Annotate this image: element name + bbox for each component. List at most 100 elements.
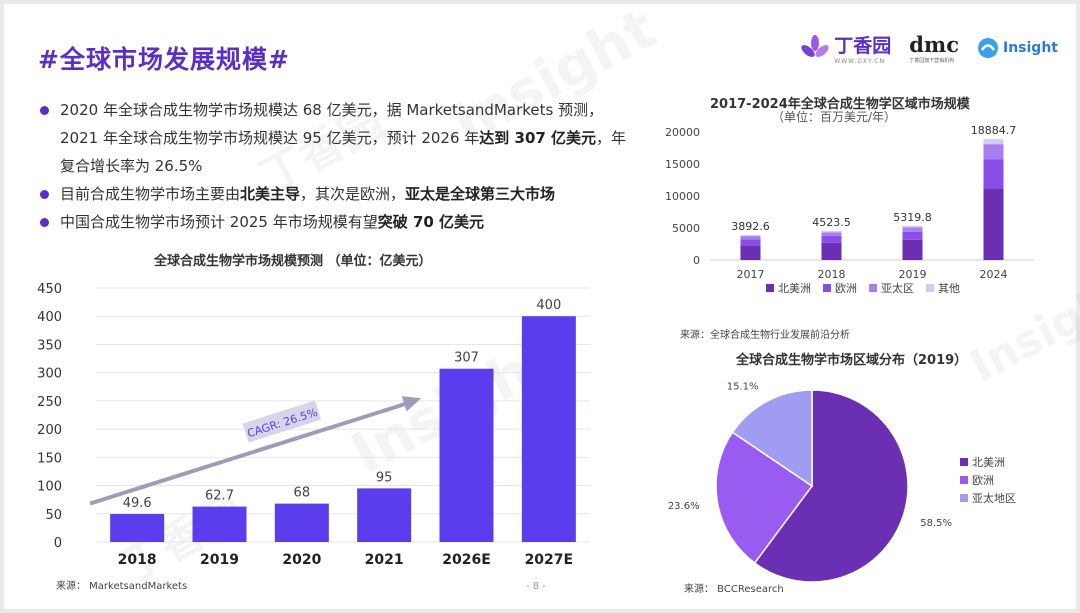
bullet-text: ，年复合增长率为 26.5% xyxy=(60,129,627,175)
pie-percent-label: 23.6% xyxy=(668,501,700,512)
dmc-logo-sub: 丁香园旗下营销机构 xyxy=(909,58,955,64)
bullet-text: 2020 年全球合成生物学市场规模达 68 亿美元，据 MarketsandMa… xyxy=(60,101,604,147)
x-tick-label: 2018 xyxy=(118,552,157,568)
regional-stacked-bar-chart: 0 5000 10000 15000 20000 3892.6 2017 4523.5 2018… xyxy=(665,124,1034,295)
bar xyxy=(521,316,576,542)
legend-swatch xyxy=(766,284,774,292)
total-value-label: 5319.8 xyxy=(893,211,932,224)
y-tick-label: 400 xyxy=(37,310,62,325)
y-tick-label: 150 xyxy=(37,451,62,466)
x-tick-label: 2020 xyxy=(282,552,321,568)
y-tick-label: 0 xyxy=(54,536,62,551)
legend-label: 亚太地区 xyxy=(972,492,1016,505)
dxy-logo-text: 丁香园 xyxy=(834,35,892,57)
x-tick-label: 2019 xyxy=(200,552,239,568)
pie-percent-label: 58.5% xyxy=(920,518,952,529)
bullet-highlight: 突破 70 亿美元 xyxy=(377,213,485,231)
x-tick-label: 2027E xyxy=(525,552,574,568)
legend-swatch xyxy=(960,476,968,484)
legend-label: 亚太区 xyxy=(881,282,914,295)
y-tick-label: 50 xyxy=(45,508,62,523)
legend-swatch xyxy=(869,284,877,292)
bullet-text: ，其次是欧洲， xyxy=(300,185,406,203)
x-tick-label: 2017 xyxy=(737,268,765,281)
stacked-bar-segment xyxy=(902,225,923,228)
legend-label: 其他 xyxy=(938,282,960,295)
legend-label: 北美洲 xyxy=(778,282,811,295)
regional-chart-source: 来源：全球合成生物行业发展前沿分析 xyxy=(680,330,850,341)
bullet-text: 目前合成生物学市场主要由 xyxy=(60,185,241,203)
left-chart-title: 全球合成生物学市场规模预测 （单位：亿美元） xyxy=(154,254,432,269)
bar-value-label: 68 xyxy=(294,486,311,501)
bar xyxy=(192,506,247,542)
bullet-item: 中国合成生物学市场预计 2025 年市场规模有望突破 70 亿美元 xyxy=(40,208,640,236)
stacked-bar-segment xyxy=(821,242,842,260)
dmc-logo-text: dmc xyxy=(909,32,959,57)
stacked-bar-segment xyxy=(821,235,842,243)
cagr-arrow-line xyxy=(89,401,408,506)
stacked-bar-segment xyxy=(983,188,1004,260)
x-tick-label: 2019 xyxy=(899,268,927,281)
bullet-text: 中国合成生物学市场预计 2025 年市场规模有望 xyxy=(60,213,378,231)
bar-value-label: 62.7 xyxy=(205,489,234,504)
bullet-item: 目前合成生物学市场主要由北美主导，其次是欧洲，亚太是全球第三大市场 xyxy=(40,180,640,208)
dxy-logo-sub: WWW.DXY.CN xyxy=(834,58,886,65)
total-value-label: 18884.7 xyxy=(971,124,1017,137)
bar-value-label: 95 xyxy=(376,470,393,485)
stacked-bar-segment xyxy=(983,159,1004,189)
global-market-bar-chart: 0 50 100 150 200 250 300 350 400 450 49.6 2018 62.7 2… xyxy=(37,282,590,568)
pie-slice xyxy=(753,389,909,583)
clove-flower-icon xyxy=(801,35,829,57)
bullet-highlight: 亚太是全球第三大市场 xyxy=(405,185,556,203)
y-tick-label: 250 xyxy=(37,395,62,410)
bullet-highlight: 达到 307 亿美元 xyxy=(479,129,597,147)
y-tick-label: 10000 xyxy=(665,190,700,203)
stacked-bar-segment xyxy=(983,144,1004,160)
x-tick-label: 2024 xyxy=(980,268,1008,281)
y-tick-label: 300 xyxy=(37,367,62,382)
y-tick-label: 450 xyxy=(37,282,62,297)
page-number: - 8 - xyxy=(526,581,546,592)
total-value-label: 3892.6 xyxy=(731,220,770,233)
legend-swatch xyxy=(960,458,968,466)
cagr-label-bg xyxy=(242,400,322,443)
pie-slice xyxy=(731,389,813,488)
pie-percent-label: 15.1% xyxy=(727,381,759,392)
x-tick-label: 2018 xyxy=(818,268,846,281)
bullet-highlight: 北美主导 xyxy=(240,185,301,203)
legend-swatch xyxy=(926,284,934,292)
key-points: 2020 年全球合成生物学市场规模达 68 亿美元，据 MarketsandMa… xyxy=(40,96,640,236)
y-tick-label: 15000 xyxy=(665,158,700,171)
bar xyxy=(439,368,494,542)
bar xyxy=(274,503,329,542)
stacked-bar-segment xyxy=(740,245,761,260)
y-tick-label: 350 xyxy=(37,338,62,353)
bar-value-label: 307 xyxy=(454,351,479,366)
stacked-bar-segment xyxy=(902,239,923,260)
bar xyxy=(357,488,412,542)
x-tick-label: 2021 xyxy=(365,552,404,568)
pie-chart-title: 全球合成生物学市场区域分布（2019） xyxy=(736,353,968,368)
regional-chart-title: 2017-2024年全球合成生物学区域市场规模 xyxy=(710,97,970,112)
page-title: #全球市场发展规模# xyxy=(38,45,290,74)
insight-logo: Insight xyxy=(977,37,1058,59)
stacked-bar-segment xyxy=(740,236,761,240)
bar-value-label: 49.6 xyxy=(123,496,152,511)
dxy-logo: 丁香园 WWW.DXY.CN xyxy=(800,31,891,65)
logo-bar: 丁香园 WWW.DXY.CN dmc 丁香园旗下营销机构 Insight xyxy=(800,28,1058,68)
legend-label: 北美洲 xyxy=(972,456,1005,469)
y-tick-label: 20000 xyxy=(665,126,700,139)
regional-chart-subtitle: （单位：百万美元/年） xyxy=(772,110,897,124)
total-value-label: 4523.5 xyxy=(812,216,851,229)
bar xyxy=(110,514,165,542)
x-tick-label: 2026E xyxy=(442,552,491,568)
stacked-bar-segment xyxy=(902,231,923,240)
insight-logo-icon xyxy=(978,38,998,58)
slide: Insight 丁香园 Insight 丁香园 Insight #全球市场发展规… xyxy=(4,0,1080,609)
stacked-bar-segment xyxy=(740,239,761,246)
pie-slice xyxy=(715,431,814,565)
left-chart-source: 来源： MarketsandMarkets xyxy=(56,581,188,592)
stacked-bar-segment xyxy=(821,231,842,233)
stacked-bar-segment xyxy=(983,139,1004,145)
